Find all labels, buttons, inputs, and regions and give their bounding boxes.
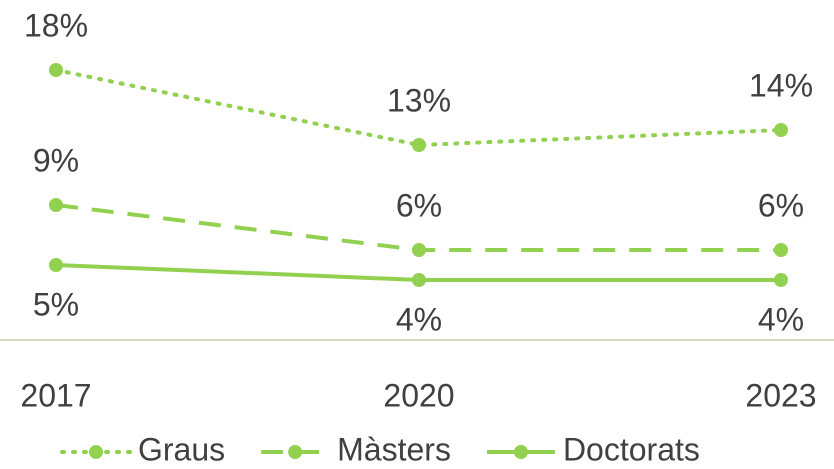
x-tick-label: 2017 [20,377,91,413]
data-label: 6% [396,187,442,223]
legend-label: Màsters [337,431,451,467]
point [774,243,788,257]
data-label: 13% [387,82,451,118]
point [412,138,426,152]
data-label: 4% [396,301,442,337]
legend-marker [89,445,103,459]
legend-marker [513,445,528,459]
point [774,123,788,137]
legend-marker [288,445,303,459]
data-label: 6% [758,187,804,223]
point [49,63,63,77]
point [412,273,426,287]
data-label: 14% [749,67,813,103]
legend-label: Doctorats [563,431,700,467]
data-label: 5% [33,286,79,322]
point [412,243,426,257]
x-tick-label: 2023 [745,377,816,413]
point [49,258,63,272]
series-line [54,68,783,148]
point [774,273,788,287]
data-label: 9% [33,142,79,178]
point [49,198,63,212]
data-label: 4% [758,301,804,337]
data-label: 18% [24,7,88,43]
legend-label: Graus [138,431,225,467]
x-tick-label: 2020 [383,377,454,413]
